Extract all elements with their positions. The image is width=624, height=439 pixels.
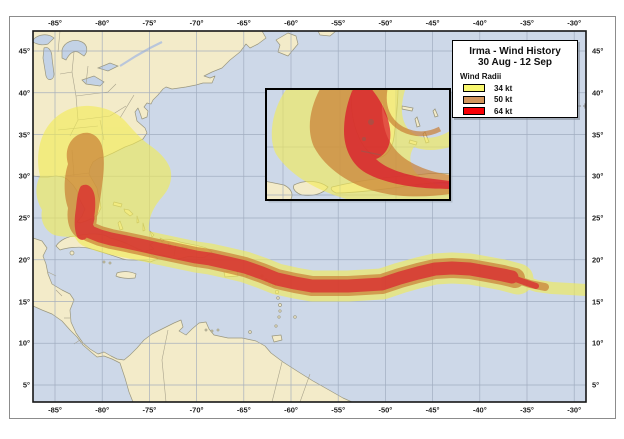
axis-tick-label: -75°	[142, 18, 157, 28]
st-lawrence-river	[119, 41, 163, 67]
axis-tick-label: -40°	[472, 18, 487, 28]
axis-tick-label: 35°	[18, 130, 30, 139]
axis-tick-label: 10°	[18, 338, 30, 348]
axis-tick-label: -55°	[331, 405, 346, 415]
axis-tick-label: 40°	[592, 88, 604, 98]
legend-item-label: 34 kt	[494, 83, 513, 93]
inset-border	[265, 88, 451, 201]
axis-tick-label: 10°	[592, 338, 604, 348]
isle-of-youth	[69, 250, 75, 256]
legend-item-64kt: 64 kt	[463, 107, 577, 116]
axis-tick-label: -40°	[472, 405, 487, 415]
axis-tick-label: -30°	[567, 405, 582, 415]
axis-tick-label: 5°	[592, 380, 600, 390]
axis-tick-label: -80°	[95, 18, 110, 28]
axis-tick-label: 20°	[18, 255, 30, 265]
inset-swath-64kt	[344, 89, 450, 189]
50kt-swatch-icon	[463, 95, 485, 104]
axis-tick-label: 45°	[18, 46, 30, 56]
wind-swath-64kt	[74, 184, 539, 293]
axis-tick-label: -85°	[48, 405, 62, 415]
inset-yucatan	[266, 180, 293, 200]
axis-tick-label: -45°	[425, 18, 440, 28]
axis-tick-label: -65°	[236, 405, 251, 415]
axis-tick-label: -70°	[189, 18, 204, 28]
axis-tick-label: 20°	[592, 255, 604, 265]
legend-item-label: 64 kt	[494, 106, 513, 116]
axis-tick-label: 30°	[18, 171, 30, 181]
axis-tick-label: -50°	[378, 18, 393, 28]
axis-tick-label: -70°	[189, 405, 204, 415]
central-south-america	[33, 237, 353, 402]
64kt-swatch-icon	[463, 107, 485, 115]
axis-tick-label: -85°	[48, 18, 62, 28]
legend-date-range: 30 Aug - 12 Sep	[477, 57, 553, 68]
trinidad	[271, 334, 283, 343]
axis-tick-label: 40°	[18, 88, 30, 98]
map-border	[32, 30, 587, 403]
legend-item-34kt: 34 kt	[463, 84, 577, 93]
newfoundland	[317, 31, 337, 37]
axis-tick-label: -50°	[378, 405, 393, 415]
legend-title: Irma - Wind History	[469, 46, 561, 57]
legend-item-50kt: 50 kt	[463, 95, 577, 104]
nova-scotia	[275, 32, 299, 57]
axis-tick-label: 30°	[592, 171, 604, 181]
great-lakes	[33, 34, 163, 87]
axis-tick-label: 15°	[592, 297, 604, 306]
axis-tick-label: -60°	[284, 405, 298, 415]
inset-map	[265, 88, 453, 203]
legend-section-label: Wind Radii	[460, 72, 502, 81]
jamaica	[115, 271, 137, 279]
legend-item-label: 50 kt	[494, 95, 513, 104]
axis-tick-label: 35°	[592, 130, 604, 139]
legend-box: Irma - Wind History 30 Aug - 12 Sep Wind…	[452, 40, 578, 118]
34kt-swatch-icon	[463, 84, 485, 92]
axis-tick-label: 25°	[592, 213, 604, 223]
axis-tick-label: -35°	[520, 18, 534, 28]
axis-tick-label: -35°	[520, 405, 534, 415]
axis-tick-label: 25°	[18, 213, 30, 223]
axis-tick-label: 5°	[22, 380, 30, 390]
axis-tick-label: 15°	[18, 297, 30, 306]
axis-tick-label: -55°	[331, 18, 346, 28]
axis-tick-label: -75°	[142, 405, 157, 415]
axis-tick-label: -80°	[95, 405, 110, 415]
axis-tick-label: -60°	[284, 18, 298, 28]
axis-tick-label: -30°	[567, 18, 582, 28]
axis-tick-label: -65°	[236, 18, 251, 28]
axis-tick-label: -45°	[425, 405, 440, 415]
axis-tick-label: 45°	[592, 46, 604, 56]
